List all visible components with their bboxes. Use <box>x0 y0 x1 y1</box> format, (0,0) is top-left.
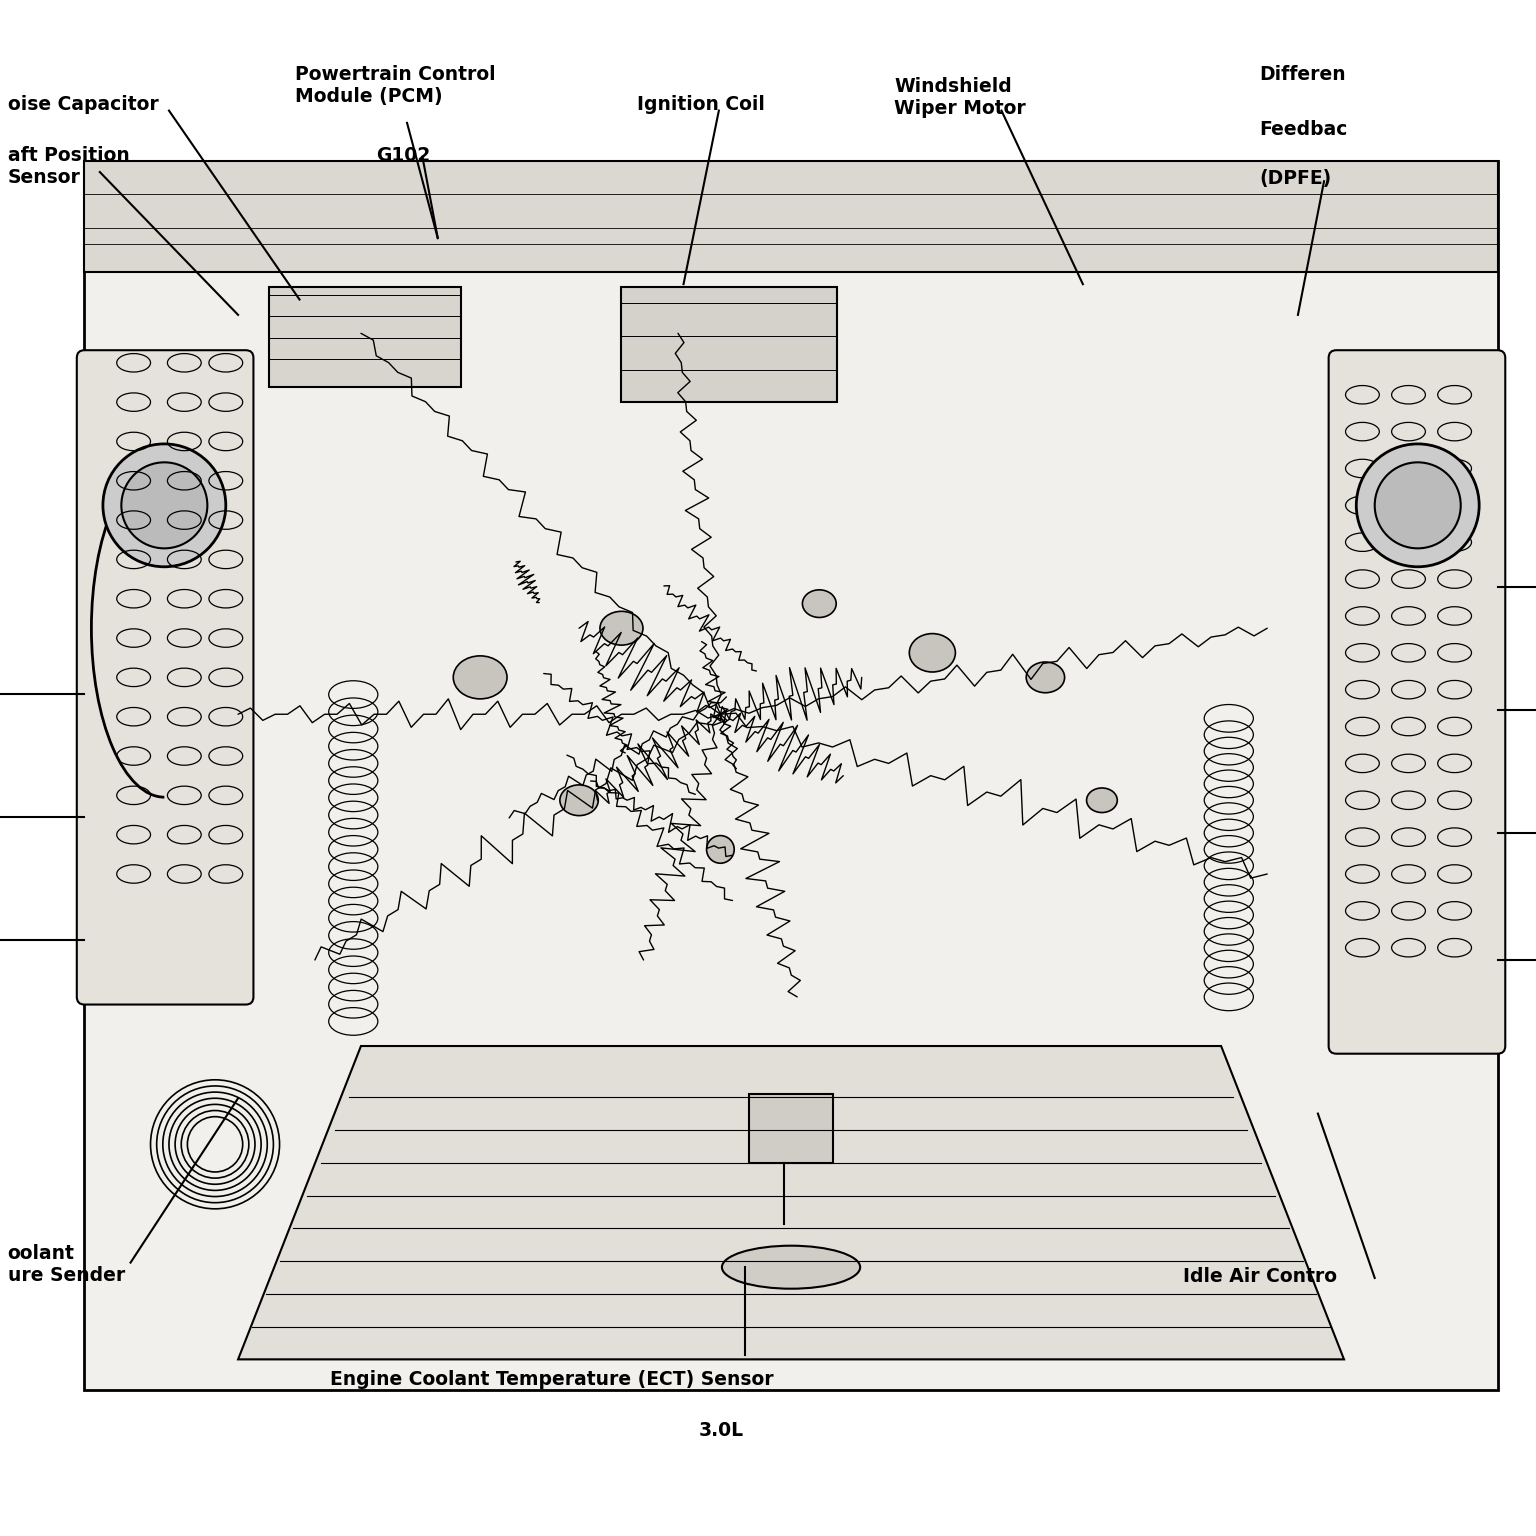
Text: oise Capacitor: oise Capacitor <box>8 95 158 114</box>
Bar <box>84 161 1498 1390</box>
FancyBboxPatch shape <box>77 350 253 1005</box>
Text: Powertrain Control
Module (PCM): Powertrain Control Module (PCM) <box>295 65 496 106</box>
Circle shape <box>1375 462 1461 548</box>
Text: Windshield
Wiper Motor: Windshield Wiper Motor <box>894 77 1026 118</box>
Bar <box>748 1094 833 1163</box>
Text: Ignition Coil: Ignition Coil <box>637 95 765 114</box>
Bar <box>269 287 461 387</box>
Ellipse shape <box>707 836 734 863</box>
Ellipse shape <box>1086 788 1117 813</box>
Text: Differen: Differen <box>1260 65 1346 83</box>
Circle shape <box>103 444 226 567</box>
Ellipse shape <box>802 590 836 617</box>
Text: aft Position
Sensor: aft Position Sensor <box>8 146 129 187</box>
Text: Engine Coolant Temperature (ECT) Sensor: Engine Coolant Temperature (ECT) Sensor <box>330 1370 774 1389</box>
Ellipse shape <box>559 785 598 816</box>
Text: G102: G102 <box>376 146 430 164</box>
Ellipse shape <box>722 1246 860 1289</box>
FancyBboxPatch shape <box>1329 350 1505 1054</box>
Text: Feedbac: Feedbac <box>1260 120 1349 138</box>
Circle shape <box>121 462 207 548</box>
Bar <box>84 161 1498 272</box>
Ellipse shape <box>1026 662 1064 693</box>
Ellipse shape <box>453 656 507 699</box>
Text: Idle Air Contro: Idle Air Contro <box>1183 1267 1336 1286</box>
Text: oolant
ure Sender: oolant ure Sender <box>8 1244 124 1286</box>
Text: (DPFE): (DPFE) <box>1260 169 1332 187</box>
Ellipse shape <box>601 611 644 645</box>
Polygon shape <box>238 1046 1344 1359</box>
Ellipse shape <box>909 633 955 673</box>
Circle shape <box>1356 444 1479 567</box>
Bar <box>622 287 837 402</box>
Text: 3.0L: 3.0L <box>699 1421 743 1439</box>
